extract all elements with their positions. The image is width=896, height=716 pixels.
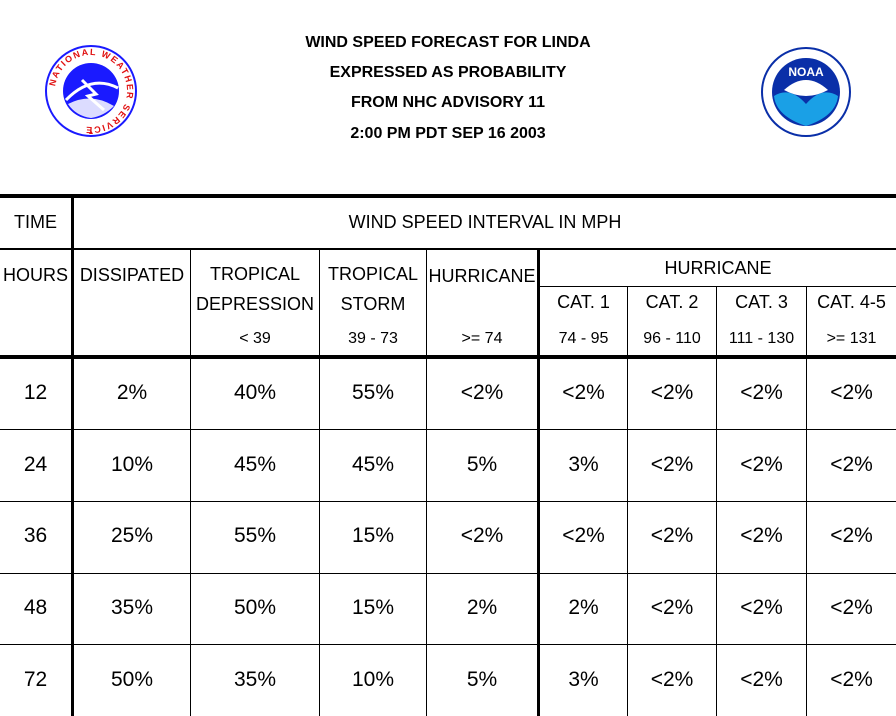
probability-cell: <2% <box>650 596 694 619</box>
col-border-1 <box>190 248 191 716</box>
probability-cell: <2% <box>650 381 694 404</box>
probability-cell: 45% <box>233 453 277 476</box>
td-range: < 39 <box>239 330 271 347</box>
probability-cell: <2% <box>830 524 873 547</box>
cat1-header: CAT. 1 <box>557 292 610 312</box>
probability-cell: 25% <box>110 524 154 547</box>
probability-cell: 45% <box>351 453 395 476</box>
row-divider-2 <box>0 501 896 502</box>
noaa-logo-icon: NOAA <box>761 47 851 137</box>
row-hours-cell: 72 <box>23 668 48 691</box>
ts-header-line2: STORM <box>340 294 406 314</box>
interval-header: WIND SPEED INTERVAL IN MPH <box>348 212 622 232</box>
row-hours-cell: 36 <box>23 524 48 547</box>
probability-cell: 35% <box>233 668 277 691</box>
probability-cell: 10% <box>351 668 395 691</box>
row-divider-4 <box>0 644 896 645</box>
td-header-line1: TROPICAL <box>209 264 301 284</box>
hurricane-group-header: HURRICANE <box>664 258 772 278</box>
probability-cell: <2% <box>740 453 783 476</box>
probability-cell: 10% <box>110 453 154 476</box>
noaa-logo-text: NOAA <box>788 65 824 79</box>
td-header-line2: DEPRESSION <box>195 294 315 314</box>
nws-logo-icon: NATIONAL WEATHER SERVICE <box>45 45 137 137</box>
cat45-range: >= 131 <box>826 330 877 347</box>
probability-cell: <2% <box>460 524 504 547</box>
col-border-6 <box>716 286 717 716</box>
probability-cell: 15% <box>351 524 395 547</box>
probability-cell: 35% <box>110 596 154 619</box>
probability-cell: 2% <box>568 596 599 619</box>
hurricane-header: HURRICANE <box>428 266 536 286</box>
title-line-4: 2:00 PM PDT SEP 16 2003 <box>350 125 546 142</box>
row-hours-cell: 24 <box>23 453 48 476</box>
title-line-2: EXPRESSED AS PROBABILITY <box>329 64 567 81</box>
col-border-3 <box>426 248 427 716</box>
header-divider <box>0 248 896 250</box>
time-column-border <box>71 194 74 716</box>
row-hours-cell: 48 <box>23 596 48 619</box>
probability-cell: 55% <box>351 381 395 404</box>
probability-cell: 2% <box>116 381 148 404</box>
table-top-border <box>0 194 896 198</box>
cat2-range: 96 - 110 <box>643 330 701 347</box>
probability-cell: 2% <box>466 596 498 619</box>
probability-cell: <2% <box>830 668 873 691</box>
probability-cell: <2% <box>830 596 873 619</box>
probability-cell: <2% <box>650 453 694 476</box>
probability-cell: 55% <box>233 524 277 547</box>
col-border-2 <box>319 248 320 716</box>
probability-cell: 15% <box>351 596 395 619</box>
probability-cell: <2% <box>740 668 783 691</box>
probability-cell: 3% <box>568 453 599 476</box>
hurricane-group-divider <box>538 286 896 287</box>
probability-cell: <2% <box>650 524 694 547</box>
cat2-header: CAT. 2 <box>645 292 699 312</box>
dissipated-header: DISSIPATED <box>79 265 185 285</box>
ts-header-line1: TROPICAL <box>327 264 419 284</box>
probability-cell: 50% <box>110 668 154 691</box>
cat3-range: 111 - 130 <box>728 330 795 347</box>
row-divider-1 <box>0 429 896 430</box>
probability-cell: 3% <box>568 668 599 691</box>
hurricane-group-border <box>537 248 540 716</box>
hurricane-range: >= 74 <box>461 330 503 347</box>
probability-cell: <2% <box>562 381 605 404</box>
hours-header: HOURS <box>2 265 68 285</box>
probability-cell: <2% <box>830 381 873 404</box>
col-border-5 <box>627 286 628 716</box>
title-line-3: FROM NHC ADVISORY 11 <box>350 94 546 111</box>
row-hours-cell: 12 <box>23 381 48 404</box>
probability-cell: <2% <box>740 524 783 547</box>
col-border-7 <box>806 286 807 716</box>
probability-cell: 5% <box>466 668 498 691</box>
probability-cell: <2% <box>740 596 783 619</box>
cat1-range: 74 - 95 <box>558 330 609 347</box>
title-line-1: WIND SPEED FORECAST FOR LINDA <box>305 34 591 51</box>
probability-cell: <2% <box>740 381 783 404</box>
probability-cell: <2% <box>460 381 504 404</box>
probability-cell: 40% <box>233 381 277 404</box>
header-bottom-border <box>0 355 896 359</box>
probability-cell: <2% <box>830 453 873 476</box>
probability-cell: <2% <box>650 668 694 691</box>
probability-cell: <2% <box>562 524 605 547</box>
ts-range: 39 - 73 <box>348 330 398 347</box>
cat3-header: CAT. 3 <box>735 292 788 312</box>
time-header: TIME <box>14 212 57 232</box>
probability-cell: 5% <box>466 453 498 476</box>
cat45-header: CAT. 4-5 <box>817 292 886 312</box>
row-divider-3 <box>0 573 896 574</box>
probability-cell: 50% <box>233 596 277 619</box>
